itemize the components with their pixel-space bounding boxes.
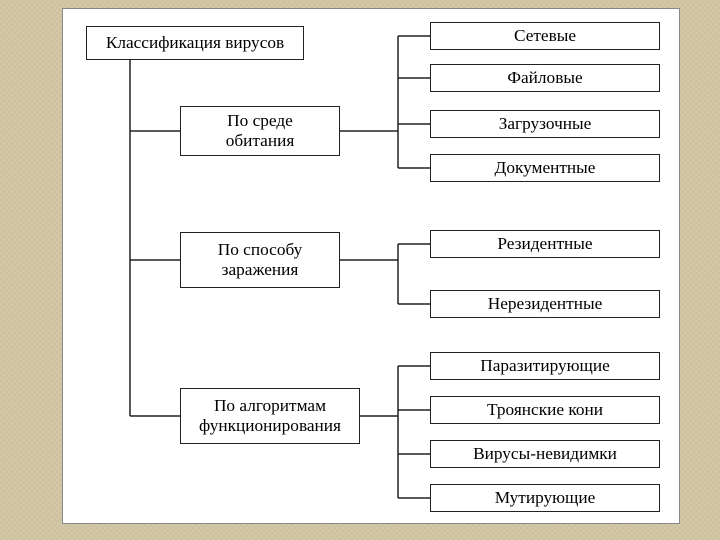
node-leaf: Файловые bbox=[430, 64, 660, 92]
node-cat1: По средеобитания bbox=[180, 106, 340, 156]
node-leaf: Резидентные bbox=[430, 230, 660, 258]
node-label: По алгоритмамфункционирования bbox=[199, 396, 341, 436]
node-label: Вирусы-невидимки bbox=[473, 444, 617, 464]
node-leaf: Нерезидентные bbox=[430, 290, 660, 318]
node-label: Нерезидентные bbox=[488, 294, 603, 314]
node-leaf: Сетевые bbox=[430, 22, 660, 50]
node-label: По средеобитания bbox=[226, 111, 295, 151]
node-leaf: Троянские кони bbox=[430, 396, 660, 424]
node-label: Троянские кони bbox=[487, 400, 603, 420]
node-leaf: Паразитирующие bbox=[430, 352, 660, 380]
node-label: Файловые bbox=[507, 68, 582, 88]
node-root: Классификация вирусов bbox=[86, 26, 304, 60]
node-label: Мутирующие bbox=[495, 488, 596, 508]
node-leaf: Документные bbox=[430, 154, 660, 182]
node-leaf: Вирусы-невидимки bbox=[430, 440, 660, 468]
node-cat3: По алгоритмамфункционирования bbox=[180, 388, 360, 444]
node-label: По способузаражения bbox=[218, 240, 303, 280]
node-leaf: Мутирующие bbox=[430, 484, 660, 512]
node-label: Сетевые bbox=[514, 26, 576, 46]
node-leaf: Загрузочные bbox=[430, 110, 660, 138]
node-label: Загрузочные bbox=[499, 114, 592, 134]
node-label: Паразитирующие bbox=[480, 356, 610, 376]
node-cat2: По способузаражения bbox=[180, 232, 340, 288]
node-label: Документные bbox=[495, 158, 596, 178]
node-label: Резидентные bbox=[497, 234, 592, 254]
node-label: Классификация вирусов bbox=[106, 33, 284, 53]
